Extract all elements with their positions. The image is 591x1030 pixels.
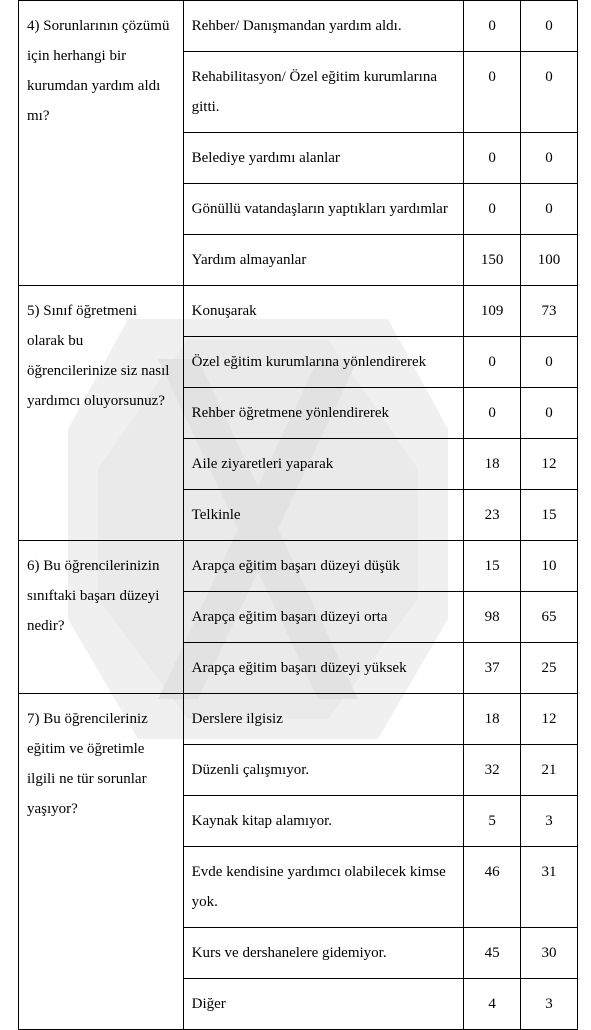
response-pct: 100	[521, 235, 578, 286]
response-pct: 25	[521, 643, 578, 694]
response-label: Kurs ve dershanelere gidemiyor.	[183, 928, 464, 979]
response-pct: 0	[521, 388, 578, 439]
response-n: 0	[464, 388, 521, 439]
response-label: Belediye yardımı alanlar	[183, 133, 464, 184]
response-label: Arapça eğitim başarı düzeyi yüksek	[183, 643, 464, 694]
response-n: 32	[464, 745, 521, 796]
response-pct: 15	[521, 490, 578, 541]
response-pct: 0	[521, 133, 578, 184]
response-label: Rehabilitasyon/ Özel eğitim kurumlarına …	[183, 52, 464, 133]
response-n: 18	[464, 694, 521, 745]
response-label: Diğer	[183, 979, 464, 1030]
response-label: Rehber/ Danışmandan yardım aldı.	[183, 1, 464, 52]
response-label: Arapça eğitim başarı düzeyi orta	[183, 592, 464, 643]
response-n: 98	[464, 592, 521, 643]
response-n: 150	[464, 235, 521, 286]
response-pct: 0	[521, 337, 578, 388]
response-n: 0	[464, 1, 521, 52]
response-pct: 0	[521, 52, 578, 133]
response-pct: 0	[521, 1, 578, 52]
response-label: Özel eğitim kurumlarına yönlendirerek	[183, 337, 464, 388]
response-label: Derslere ilgisiz	[183, 694, 464, 745]
table-row: 7) Bu öğrencileriniz eğitim ve öğretimle…	[19, 694, 578, 745]
response-n: 37	[464, 643, 521, 694]
question-cell: 6) Bu öğrencilerinizin sınıftaki başarı …	[19, 541, 184, 694]
response-n: 0	[464, 52, 521, 133]
table-row: 6) Bu öğrencilerinizin sınıftaki başarı …	[19, 541, 578, 592]
table-row: 5) Sınıf öğretmeni olarak bu öğrencileri…	[19, 286, 578, 337]
response-pct: 10	[521, 541, 578, 592]
response-label: Aile ziyaretleri yaparak	[183, 439, 464, 490]
response-n: 15	[464, 541, 521, 592]
page: 4) Sorunlarının çözümü için herhangi bir…	[0, 0, 591, 1030]
response-pct: 73	[521, 286, 578, 337]
response-label: Rehber öğretmene yönlendirerek	[183, 388, 464, 439]
response-pct: 21	[521, 745, 578, 796]
response-n: 23	[464, 490, 521, 541]
response-label: Yardım almayanlar	[183, 235, 464, 286]
question-cell: 7) Bu öğrencileriniz eğitim ve öğretimle…	[19, 694, 184, 1030]
response-pct: 65	[521, 592, 578, 643]
response-n: 109	[464, 286, 521, 337]
response-label: Telkinle	[183, 490, 464, 541]
response-n: 5	[464, 796, 521, 847]
response-pct: 3	[521, 796, 578, 847]
response-pct: 30	[521, 928, 578, 979]
response-n: 45	[464, 928, 521, 979]
response-n: 0	[464, 337, 521, 388]
table-row: 4) Sorunlarının çözümü için herhangi bir…	[19, 1, 578, 52]
survey-table: 4) Sorunlarının çözümü için herhangi bir…	[18, 0, 578, 1030]
response-pct: 0	[521, 184, 578, 235]
response-label: Konuşarak	[183, 286, 464, 337]
response-label: Gönüllü vatandaşların yaptıkları yardıml…	[183, 184, 464, 235]
question-cell: 5) Sınıf öğretmeni olarak bu öğrencileri…	[19, 286, 184, 541]
response-label: Evde kendisine yardımcı olabilecek kimse…	[183, 847, 464, 928]
response-n: 0	[464, 184, 521, 235]
response-pct: 3	[521, 979, 578, 1030]
response-label: Arapça eğitim başarı düzeyi düşük	[183, 541, 464, 592]
response-pct: 12	[521, 694, 578, 745]
response-pct: 31	[521, 847, 578, 928]
response-pct: 12	[521, 439, 578, 490]
response-n: 46	[464, 847, 521, 928]
response-n: 18	[464, 439, 521, 490]
response-label: Düzenli çalışmıyor.	[183, 745, 464, 796]
response-label: Kaynak kitap alamıyor.	[183, 796, 464, 847]
response-n: 4	[464, 979, 521, 1030]
response-n: 0	[464, 133, 521, 184]
question-cell: 4) Sorunlarının çözümü için herhangi bir…	[19, 1, 184, 286]
